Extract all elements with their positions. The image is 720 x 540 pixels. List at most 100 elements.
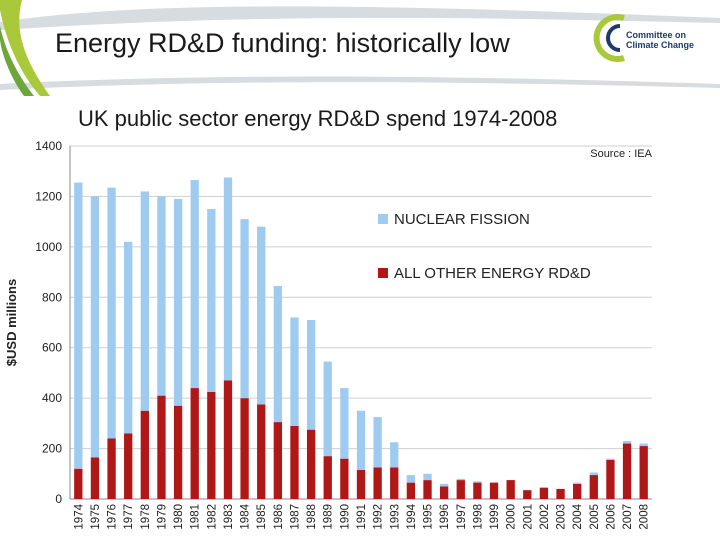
x-tick-label: 1978 [140,504,152,530]
bar-nuclear-fission [606,458,615,460]
y-tick-label: 0 [55,492,62,506]
bar-other-energy [556,488,565,499]
bar-nuclear-fission [173,198,183,406]
bar-other-energy [589,475,598,499]
bar-nuclear-fission [473,481,482,483]
bar-other-energy [523,490,532,499]
y-tick-label: 200 [42,442,62,456]
bar-other-energy [439,486,449,499]
bar-nuclear-fission [373,417,382,468]
x-tick-label: 1987 [289,504,301,530]
x-tick-label: 2006 [605,504,617,530]
bar-nuclear-fission [74,182,83,469]
bar-nuclear-fission [107,187,116,439]
bar-nuclear-fission [456,478,465,481]
bar-other-energy [290,425,299,499]
x-tick-label: 1999 [489,504,501,530]
x-tick-label: 1994 [406,503,418,529]
bar-other-energy [539,487,549,499]
x-tick-label: 2001 [522,504,534,530]
bar-other-energy [107,438,116,499]
bar-other-energy [257,404,266,499]
x-tick-label: 1986 [273,504,285,530]
bar-nuclear-fission [207,209,216,392]
bar-nuclear-fission [157,196,166,396]
logo-line-1: Committee on [626,30,687,40]
bar-nuclear-fission [240,219,249,399]
bar-other-energy [456,480,465,499]
bar-nuclear-fission [273,285,283,423]
bar-nuclear-fission [406,475,416,483]
bar-nuclear-fission [223,177,233,381]
bar-other-energy [622,443,632,499]
x-tick-label: 1974 [73,503,85,529]
bar-other-energy [323,456,332,499]
y-tick-label: 1200 [35,189,62,203]
bar-nuclear-fission [390,442,399,468]
x-tick-label: 1992 [373,504,385,530]
x-tick-label: 1975 [90,504,102,530]
legend-label: ALL OTHER ENERGY RD&D [394,265,591,282]
bar-other-energy [489,482,499,499]
y-tick-label: 1000 [35,240,62,254]
bar-nuclear-fission [639,443,648,447]
bar-other-energy [207,391,216,499]
x-tick-label: 1998 [472,504,484,530]
bar-other-energy [473,482,482,499]
x-tick-label: 1976 [107,504,119,530]
bar-other-energy [273,422,283,499]
legend-swatch [378,214,388,224]
legend-swatch [378,268,388,278]
bar-other-energy [406,482,416,499]
y-tick-label: 1400 [35,139,62,153]
x-tick-label: 1982 [206,504,218,530]
title-banner [0,0,720,96]
bar-nuclear-fission [340,388,349,459]
bar-nuclear-fission [124,241,133,434]
source-annotation: Source : IEA [590,148,652,160]
y-tick-label: 400 [42,391,62,405]
x-tick-label: 1997 [456,504,468,530]
y-axis-label: $USD millions [4,279,19,366]
bar-other-energy [190,388,199,499]
bar-other-energy [356,470,366,499]
x-tick-label: 1979 [156,504,168,530]
x-tick-label: 1993 [389,504,401,530]
bar-other-energy [124,433,133,499]
x-tick-label: 2002 [539,504,551,530]
bar-nuclear-fission [439,483,449,487]
x-tick-label: 1996 [439,504,451,530]
bar-nuclear-fission [257,226,266,405]
bar-other-energy [573,483,582,499]
x-tick-label: 1988 [306,504,318,530]
bar-other-energy [173,405,183,499]
x-tick-label: 1991 [356,504,368,530]
x-tick-label: 1980 [173,504,185,530]
bar-other-energy [373,467,382,499]
x-tick-label: 1985 [256,504,268,530]
bar-other-energy [390,467,399,499]
bar-other-energy [639,446,648,499]
x-tick-label: 1981 [190,504,202,530]
x-tick-label: 1983 [223,504,235,530]
bar-nuclear-fission [306,319,316,430]
bar-nuclear-fission [622,441,632,444]
bar-other-energy [506,480,515,499]
bar-nuclear-fission [190,180,199,389]
x-tick-label: 2005 [589,504,601,530]
slide-title: Energy RD&D funding: historically low [55,28,510,58]
bar-nuclear-fission [356,410,366,471]
legend-label: NUCLEAR FISSION [394,211,530,228]
y-tick-label: 800 [42,290,62,304]
ccc-logo-icon [593,14,625,62]
x-tick-label: 2004 [572,503,584,529]
bar-nuclear-fission [573,482,582,484]
bar-other-energy [140,410,149,499]
bar-other-energy [240,398,249,499]
x-tick-label: 2000 [506,504,518,530]
bar-nuclear-fission [90,196,100,458]
bar-other-energy [90,457,100,499]
bar-other-energy [74,468,83,499]
y-tick-label: 600 [42,341,62,355]
